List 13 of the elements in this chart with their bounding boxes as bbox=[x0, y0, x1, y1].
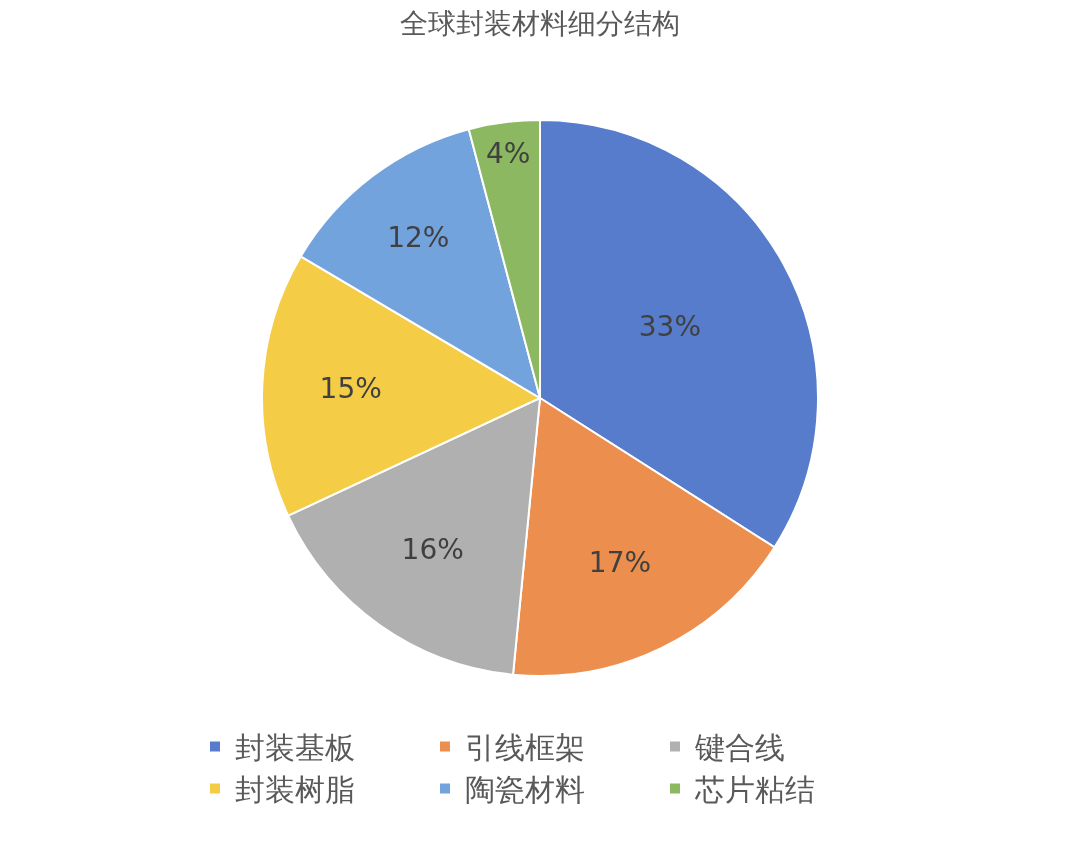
legend-label: 封装树脂 bbox=[235, 772, 355, 808]
data-label: 12% bbox=[387, 220, 450, 254]
data-label: 33% bbox=[638, 310, 701, 344]
data-label: 17% bbox=[588, 545, 652, 579]
chart-title: 全球封装材料细分结构 bbox=[400, 6, 680, 40]
legend-label: 陶瓷材料 bbox=[465, 772, 585, 808]
data-label: 4% bbox=[485, 137, 531, 171]
legend-label: 芯片粘结 bbox=[694, 772, 815, 808]
data-label: 16% bbox=[401, 533, 464, 567]
legend-label: 封装基板 bbox=[235, 730, 355, 766]
legend-label: 引线框架 bbox=[465, 730, 585, 766]
legend-label: 键合线 bbox=[694, 730, 785, 766]
data-label: 15% bbox=[319, 372, 382, 406]
